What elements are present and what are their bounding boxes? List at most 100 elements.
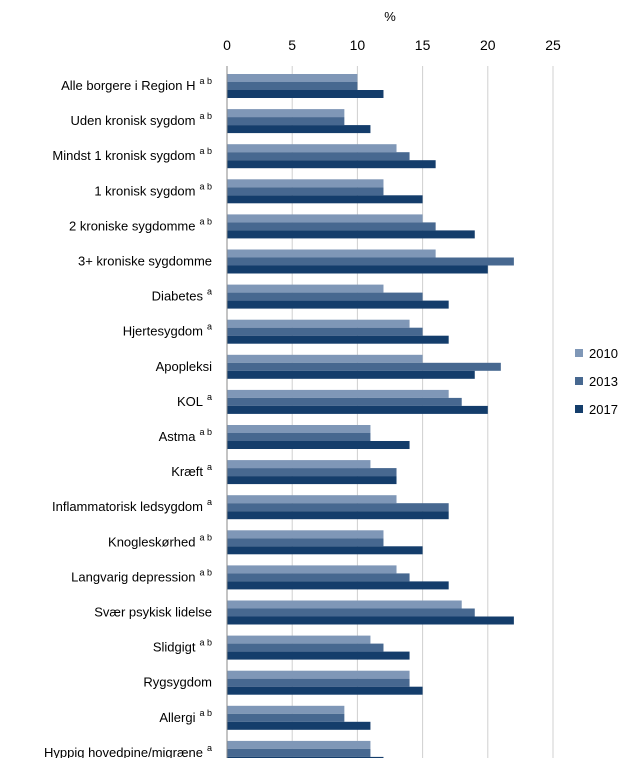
x-tick-label: 0: [223, 37, 231, 53]
category-label: Knogleskørhed a b: [108, 532, 212, 549]
bar: [227, 616, 514, 625]
legend-swatch: [575, 405, 583, 413]
bar: [227, 214, 423, 223]
category-label: Diabetes a: [152, 287, 212, 304]
category-label-text: Svær psykisk lidelse: [94, 605, 212, 620]
bar: [227, 530, 384, 539]
bar: [227, 405, 488, 414]
legend-swatch: [575, 349, 583, 357]
bar: [227, 74, 358, 82]
category-label-superscript: a b: [199, 76, 212, 86]
bar: [227, 265, 488, 274]
bar: [227, 354, 423, 363]
bar: [227, 573, 410, 582]
bar: [227, 362, 501, 371]
x-tick-label: 15: [415, 37, 431, 53]
category-label-superscript: a b: [199, 111, 212, 121]
bar: [227, 608, 475, 617]
bar: [227, 90, 384, 98]
bar: [227, 109, 345, 118]
category-label-superscript: a: [207, 392, 212, 402]
category-label: Alle borgere i Region H a b: [61, 76, 212, 93]
bar: [227, 460, 371, 469]
category-label: Svær psykisk lidelse: [94, 605, 212, 620]
category-label-superscript: a: [207, 322, 212, 332]
bar: [227, 117, 345, 126]
bar: [227, 546, 423, 555]
legend-label: 2013: [589, 374, 618, 389]
bar: [227, 503, 449, 512]
bar: [227, 257, 514, 266]
bar: [227, 152, 410, 161]
category-label-superscript: a: [207, 287, 212, 297]
category-label-text: Allergi: [159, 710, 195, 725]
category-label-superscript: a: [207, 743, 212, 753]
bar: [227, 468, 397, 477]
category-label-text: Slidgigt: [153, 640, 196, 655]
category-label-text: KOL: [177, 394, 203, 409]
bar: [227, 600, 462, 609]
bar: [227, 370, 475, 379]
legend-swatch: [575, 377, 583, 385]
category-label-text: Inflammatorisk ledsygdom: [52, 499, 203, 514]
bar: [227, 125, 371, 134]
category-label-superscript: a: [207, 497, 212, 507]
category-label: Hyppig hovedpine/migræne a: [44, 743, 212, 758]
bar: [227, 82, 358, 90]
bar: [227, 187, 384, 196]
bar: [227, 635, 371, 644]
bar: [227, 686, 423, 695]
bar: [227, 581, 449, 590]
x-tick-label: 5: [288, 37, 296, 53]
category-label-superscript: a b: [199, 532, 212, 542]
x-tick-label: 10: [350, 37, 366, 53]
bar: [227, 397, 462, 406]
bar: [227, 511, 449, 520]
category-label-text: Uden kronisk sygdom: [70, 113, 195, 128]
legend: 2010 2013 2017: [575, 346, 618, 417]
bar: [227, 565, 397, 574]
bar: [227, 740, 371, 749]
bar: [227, 144, 397, 153]
bar: [227, 222, 436, 231]
bar: [227, 651, 410, 660]
bar: [227, 433, 371, 441]
category-label-text: Mindst 1 kronisk sygdom: [52, 148, 195, 163]
category-label: Hjertesygdom a: [123, 322, 212, 339]
bar: [227, 160, 436, 169]
category-label-superscript: a: [207, 462, 212, 472]
bar: [227, 713, 345, 722]
category-label-text: Langvarig depression: [71, 569, 195, 584]
category-label-text: Rygsygdom: [143, 675, 212, 690]
category-label: Uden kronisk sygdom a b: [70, 111, 212, 128]
bar: [227, 292, 423, 301]
bar: [227, 705, 345, 714]
category-label-text: Astma: [159, 429, 197, 444]
category-label: Inflammatorisk ledsygdom a: [52, 497, 212, 514]
category-label: KOL a: [177, 392, 212, 409]
category-label: 1 kronisk sygdom a b: [94, 181, 212, 198]
category-label-superscript: a b: [199, 638, 212, 648]
category-label-text: 3+ kroniske sygdomme: [78, 254, 212, 269]
bar: [227, 179, 384, 188]
bar: [227, 441, 410, 449]
bar: [227, 748, 371, 757]
category-label-superscript: a b: [199, 567, 212, 577]
category-label: Apopleksi: [156, 359, 212, 374]
category-label: Mindst 1 kronisk sygdom a b: [52, 146, 212, 163]
category-label-text: Diabetes: [152, 289, 204, 304]
category-label-text: Hyppig hovedpine/migræne: [44, 745, 203, 758]
bar: [227, 195, 423, 204]
category-label: Allergi a b: [159, 708, 212, 725]
bar: [227, 335, 449, 344]
bar: [227, 643, 384, 652]
category-label-text: Knogleskørhed: [108, 534, 195, 549]
category-label: Langvarig depression a b: [71, 567, 212, 584]
bar: [227, 284, 384, 293]
bar: [227, 327, 423, 336]
bar: [227, 538, 384, 547]
bar: [227, 319, 410, 328]
bar: [227, 721, 371, 730]
bar: [227, 249, 436, 258]
